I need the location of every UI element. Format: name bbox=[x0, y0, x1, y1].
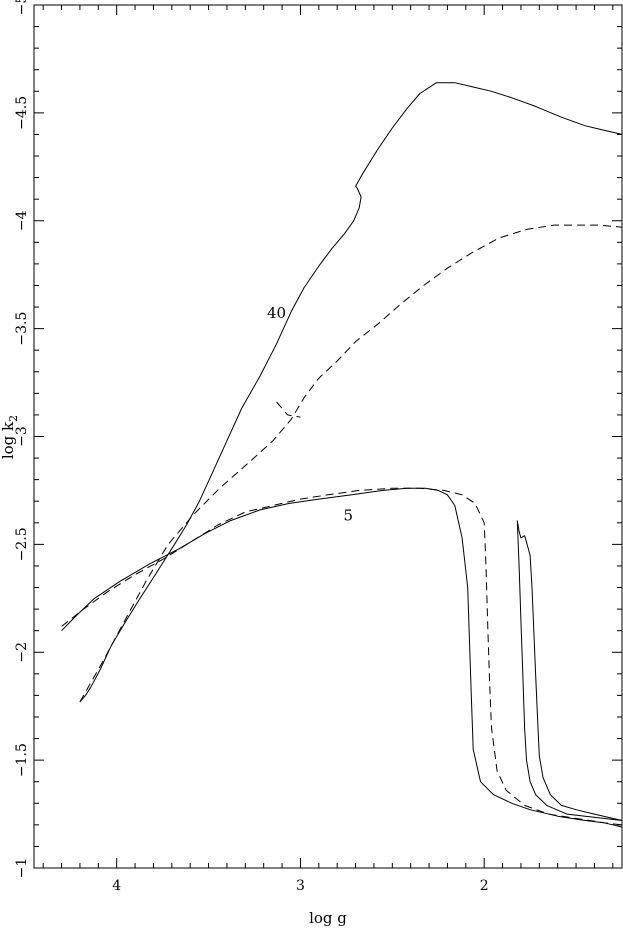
x-tick-label: 4 bbox=[112, 878, 121, 894]
plot-frame bbox=[33, 4, 623, 869]
series-line-5 bbox=[516, 520, 623, 821]
y-axis-label-subscript: 2 bbox=[7, 415, 20, 422]
y-tick-label: −4 bbox=[14, 210, 30, 231]
annotation-label: 5 bbox=[343, 507, 353, 525]
y-tick-label: −1.5 bbox=[14, 743, 30, 777]
x-tick-label: 3 bbox=[296, 878, 305, 894]
series-line-1 bbox=[79, 82, 623, 703]
y-tick-label: −5 bbox=[14, 0, 30, 15]
series-line-2 bbox=[79, 224, 623, 703]
series-line-4 bbox=[61, 487, 623, 826]
series-line-7 bbox=[276, 401, 301, 418]
y-axis-label-main: log k bbox=[0, 421, 17, 459]
x-axis-label: log g bbox=[309, 909, 347, 927]
curves bbox=[61, 82, 623, 828]
y-tick-label: −2 bbox=[14, 642, 30, 663]
annotation-label: 40 bbox=[267, 304, 286, 322]
series-line-3 bbox=[61, 487, 623, 828]
y-tick-label: −4.5 bbox=[14, 96, 30, 130]
tick-marks bbox=[34, 4, 622, 869]
y-axis-label: log k2 bbox=[0, 415, 20, 459]
annotations: 40 5 bbox=[267, 304, 353, 525]
y-tick-label: −1 bbox=[14, 858, 30, 879]
tick-labels: 4 3 2 −1 −1.5 −2 −2.5 −3 −3.5 −4 −4.5 −5 bbox=[14, 0, 489, 894]
y-tick-label: −3.5 bbox=[14, 312, 30, 346]
svg-text:log k2: log k2 bbox=[0, 415, 20, 459]
x-tick-label: 2 bbox=[480, 878, 489, 894]
series-line-6 bbox=[516, 520, 623, 821]
y-tick-label: −2.5 bbox=[14, 527, 30, 561]
y-tick-label: −3 bbox=[14, 426, 30, 447]
